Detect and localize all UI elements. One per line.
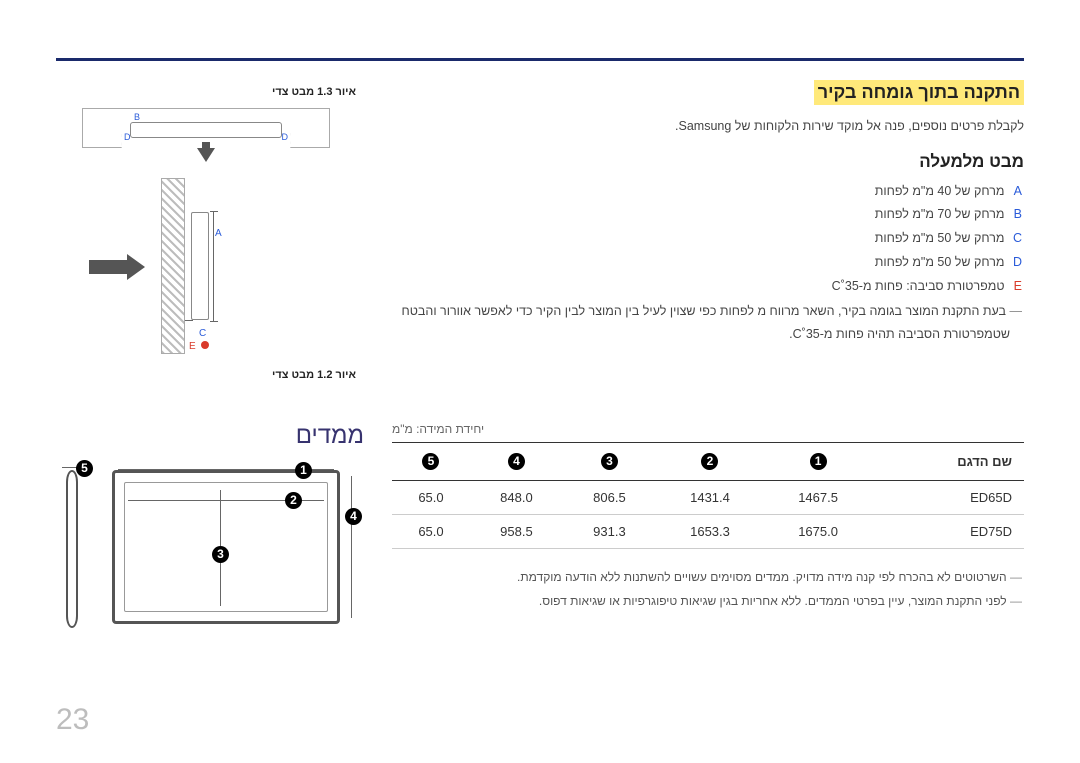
dot-e-icon bbox=[201, 341, 209, 349]
table-footnotes: השרטוטים לא בהכרח לפי קנה מידה מדויק. ממ… bbox=[392, 567, 1024, 612]
dimensions-diagram: 5 1 2 3 4 bbox=[56, 462, 364, 672]
callout-4: 4 bbox=[345, 508, 362, 525]
section-subtitle: לקבלת פרטים נוספים, פנה אל מוקד שירות הל… bbox=[388, 115, 1024, 138]
circle-5: 5 bbox=[422, 453, 439, 470]
footnote: השרטוטים לא בהכרח לפי קנה מידה מדויק. ממ… bbox=[392, 567, 1024, 589]
col-4: 4 bbox=[470, 443, 563, 481]
cell: 1467.5 bbox=[764, 481, 872, 515]
dim-label-d-left: D bbox=[124, 132, 131, 142]
text-column: התקנה בתוך גומחה בקיר לקבלת פרטים נוספים… bbox=[388, 80, 1024, 385]
cell: 65.0 bbox=[392, 515, 470, 549]
dimensions-table: שם הדגם 1 2 3 4 5 ED65D 1467.5 1431.4 80… bbox=[392, 442, 1024, 549]
col-5: 5 bbox=[392, 443, 470, 481]
figure-1-3-top-view: B D D bbox=[82, 102, 330, 170]
table-row: ED75D 1675.0 1653.3 931.3 958.5 65.0 bbox=[392, 515, 1024, 549]
circle-4: 4 bbox=[508, 453, 525, 470]
tv-panel-side bbox=[191, 212, 209, 320]
dim-label-a: A bbox=[215, 228, 222, 239]
col-3: 3 bbox=[563, 443, 656, 481]
wall-side bbox=[161, 178, 185, 354]
install-note: בעת התקנת המוצר בגומה בקיר, השאר מרווח מ… bbox=[388, 300, 1024, 345]
page-number: 23 bbox=[56, 703, 89, 737]
dim-label-e: E bbox=[189, 341, 196, 352]
unit-note: יחידת המידה: מ"מ bbox=[392, 422, 1024, 436]
cell-model: ED75D bbox=[872, 515, 1024, 549]
spec-text: מרחק של 50 מ"מ לפחות bbox=[875, 255, 1005, 269]
spec-text: מרחק של 40 מ"מ לפחות bbox=[875, 184, 1005, 198]
cell: 931.3 bbox=[563, 515, 656, 549]
spec-row: E טמפרטורת סביבה: פחות מ-35˚C bbox=[388, 275, 1024, 299]
callout-2: 2 bbox=[285, 492, 302, 509]
section-title: התקנה בתוך גומחה בקיר bbox=[814, 80, 1024, 105]
tv-panel-top bbox=[130, 122, 282, 138]
callout-1: 1 bbox=[295, 462, 312, 479]
dimensions-heading: ממדים bbox=[56, 422, 364, 450]
dim-label-d-right: D bbox=[282, 132, 289, 142]
circle-1: 1 bbox=[810, 453, 827, 470]
spec-row: B מרחק של 70 מ"מ לפחות bbox=[388, 203, 1024, 227]
side-body bbox=[66, 470, 78, 628]
dim-a-cap2 bbox=[210, 321, 218, 322]
circle-2: 2 bbox=[701, 453, 718, 470]
table-row: ED65D 1467.5 1431.4 806.5 848.0 65.0 bbox=[392, 481, 1024, 515]
top-rule bbox=[56, 58, 1024, 61]
figure-column: איור 1.3 מבט צדי B D D A bbox=[56, 80, 356, 385]
dim4-line bbox=[351, 476, 352, 618]
dim-c-line bbox=[185, 320, 193, 321]
front-view: 1 2 3 4 bbox=[104, 462, 352, 646]
dimensions-table-wrap: יחידת המידה: מ"מ שם הדגם 1 2 3 4 5 ED65D bbox=[392, 422, 1024, 672]
table-header-row: שם הדגם 1 2 3 4 5 bbox=[392, 443, 1024, 481]
spec-row: C מרחק של 50 מ"מ לפחות bbox=[388, 227, 1024, 251]
figure-1-2-side-view: A C E bbox=[81, 178, 331, 363]
top-view-heading: מבט מלמעלה bbox=[388, 152, 1024, 172]
col-2: 2 bbox=[656, 443, 764, 481]
fig13-caption: איור 1.3 מבט צדי bbox=[56, 86, 356, 98]
side-view: 5 bbox=[56, 462, 90, 646]
spec-row: A מרחק של 40 מ"מ לפחות bbox=[388, 180, 1024, 204]
fig12-caption: איור 1.2 מבט צדי bbox=[56, 369, 356, 381]
upper-columns: איור 1.3 מבט צדי B D D A bbox=[56, 80, 1024, 385]
dim-a-line bbox=[213, 211, 214, 321]
manual-page: איור 1.3 מבט צדי B D D A bbox=[0, 0, 1080, 763]
spec-label-b: B bbox=[1008, 203, 1022, 227]
circle-3: 3 bbox=[601, 453, 618, 470]
dimensions-section: ממדים 5 1 2 3 4 bbox=[56, 422, 1024, 672]
dim-a-cap1 bbox=[210, 211, 218, 212]
spec-row: D מרחק של 50 מ"מ לפחות bbox=[388, 251, 1024, 275]
col-1: 1 bbox=[764, 443, 872, 481]
spec-text: טמפרטורת סביבה: פחות מ-35˚C bbox=[832, 279, 1005, 293]
callout-3: 3 bbox=[212, 546, 229, 563]
cell: 1675.0 bbox=[764, 515, 872, 549]
cell: 1431.4 bbox=[656, 481, 764, 515]
col-model: שם הדגם bbox=[872, 443, 1024, 481]
arrow-left-icon bbox=[89, 260, 131, 274]
cell: 806.5 bbox=[563, 481, 656, 515]
cell-model: ED65D bbox=[872, 481, 1024, 515]
callout-5: 5 bbox=[76, 460, 93, 477]
spec-label-d: D bbox=[1008, 251, 1022, 275]
spec-label-a: A bbox=[1008, 180, 1022, 204]
spec-text: מרחק של 50 מ"מ לפחות bbox=[875, 231, 1005, 245]
dim-label-c: C bbox=[199, 328, 206, 339]
spec-text: מרחק של 70 מ"מ לפחות bbox=[875, 207, 1005, 221]
cell: 958.5 bbox=[470, 515, 563, 549]
cell: 1653.3 bbox=[656, 515, 764, 549]
dim-label-b: B bbox=[134, 112, 140, 122]
spec-label-e: E bbox=[1008, 275, 1022, 299]
dimensions-figures: ממדים 5 1 2 3 4 bbox=[56, 422, 364, 672]
footnote: לפני התקנת המוצר, עיין בפרטי הממדים. ללא… bbox=[392, 591, 1024, 613]
cell: 65.0 bbox=[392, 481, 470, 515]
spec-label-c: C bbox=[1008, 227, 1022, 251]
clearance-spec-list: A מרחק של 40 מ"מ לפחות B מרחק של 70 מ"מ … bbox=[388, 180, 1024, 299]
cell: 848.0 bbox=[470, 481, 563, 515]
arrow-down-icon bbox=[197, 148, 215, 162]
